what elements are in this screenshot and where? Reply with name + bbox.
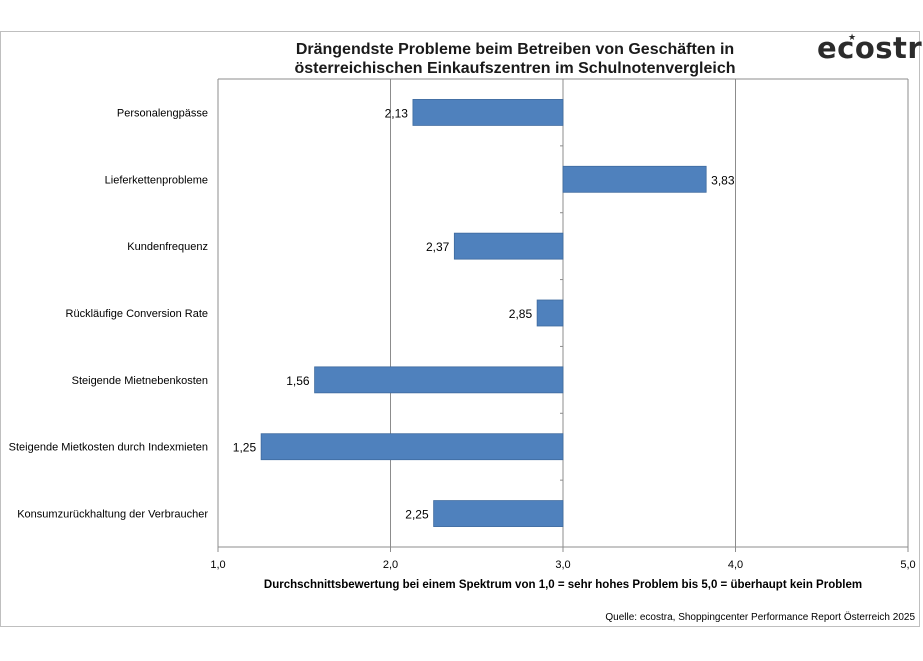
x-tick-label: 3,0	[555, 559, 570, 571]
x-tick-label: 5,0	[900, 559, 915, 571]
x-tick-label: 4,0	[728, 559, 743, 571]
x-tick-label: 2,0	[383, 559, 398, 571]
bar	[453, 232, 564, 260]
data-label: 1,56	[286, 374, 310, 388]
data-label: 2,37	[426, 240, 450, 254]
data-label: 2,85	[509, 307, 533, 321]
x-tick-label: 1,0	[210, 559, 225, 571]
chart-title-line-1: Drängendste Probleme beim Betreiben von …	[295, 41, 735, 58]
chart-frame	[0, 31, 920, 627]
category-label: Rückläufige Conversion Rate	[66, 308, 208, 320]
bar	[562, 165, 707, 193]
category-label: Kundenfrequenz	[127, 241, 208, 253]
category-label: Lieferkettenprobleme	[105, 174, 208, 186]
category-label: Steigende Mietnebenkosten	[72, 375, 208, 387]
plot-area: 1,0 2,0 3,0 4,0 5,0 Personalengpässe 2,13 Liefe…	[9, 78, 916, 571]
bar	[536, 299, 564, 327]
x-axis-label: Durchschnittsbewertung bei einem Spektru…	[263, 579, 863, 591]
category-label: Konsumzurückhaltung der Verbraucher	[17, 509, 208, 521]
bar	[412, 99, 564, 126]
data-label: 2,25	[405, 508, 429, 522]
data-label: 3,83	[711, 173, 735, 187]
chart-title: Drängendste Probleme beim Betreiben von …	[235, 40, 795, 78]
source-note: Quelle: ecostra, Shoppingcenter Performa…	[605, 612, 915, 623]
data-label: 2,13	[385, 106, 409, 120]
bar	[433, 500, 564, 527]
chart-title-line-2: österreichischen Einkaufszentren im Schu…	[294, 60, 736, 77]
logo-star-icon: ★	[848, 32, 857, 42]
bar	[260, 433, 564, 461]
category-label: Steigende Mietkosten durch Indexmieten	[9, 442, 208, 454]
data-label: 1,25	[233, 441, 257, 455]
category-label: Personalengpässe	[117, 107, 208, 119]
bar	[314, 366, 564, 394]
ecostra-logo: ecostra	[817, 31, 923, 65]
